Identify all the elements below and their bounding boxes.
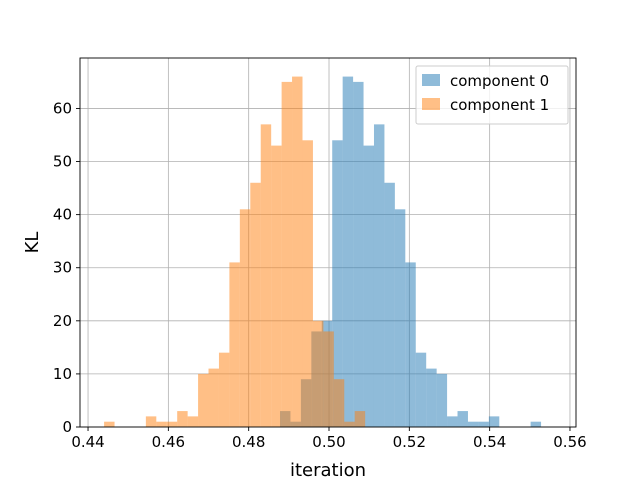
- legend-entry: component 0: [450, 72, 549, 90]
- y-tick-label: 30: [53, 259, 72, 277]
- y-tick-label: 60: [53, 99, 72, 117]
- histogram-bar-series-0: [530, 421, 542, 427]
- histogram-bar-series-1: [166, 421, 178, 427]
- x-tick-label: 0.44: [71, 433, 104, 451]
- x-tick-label: 0.52: [393, 433, 426, 451]
- y-tick-label: 40: [53, 206, 72, 224]
- histogram-bar-series-0: [415, 352, 427, 427]
- bars: [104, 76, 542, 427]
- histogram-bar-series-0: [332, 140, 343, 427]
- y-tick-label: 50: [53, 153, 72, 171]
- histogram-bar-series-1: [187, 416, 199, 427]
- legend-swatch: [422, 74, 440, 86]
- histogram-bar-series-1: [229, 262, 240, 427]
- histogram-bar-series-1: [218, 352, 230, 427]
- y-axis-label: KL: [22, 232, 43, 254]
- y-tick-label: 20: [53, 312, 72, 330]
- histogram-bar-series-0: [478, 421, 489, 427]
- histogram-bar-series-0: [488, 416, 500, 427]
- legend-swatch: [422, 98, 440, 110]
- histogram-bar-series-0: [373, 124, 385, 427]
- histogram-bar-series-0: [457, 411, 468, 427]
- histogram-bar-series-1: [145, 416, 157, 427]
- histogram-bar-series-1: [177, 411, 188, 427]
- histogram-bar-series-0: [467, 421, 479, 427]
- histogram-bar-series-1: [198, 373, 209, 427]
- histogram-bar-series-1: [104, 421, 115, 427]
- histogram-bar-series-1: [323, 331, 334, 427]
- plot-frame: [79, 57, 577, 428]
- histogram-bar-series-1: [302, 140, 313, 427]
- x-tick-label: 0.48: [232, 433, 265, 451]
- histogram-bar-series-1: [333, 379, 345, 427]
- histogram-bar-series-1: [292, 76, 303, 427]
- histogram-bar-series-0: [426, 368, 437, 427]
- histogram-bar-series-1: [344, 421, 355, 427]
- histogram-bar-series-1: [208, 368, 219, 427]
- histogram-bar-series-1: [354, 411, 366, 427]
- histogram-bar-series-0: [363, 145, 374, 427]
- legend: component 0 component 1: [415, 65, 569, 125]
- histogram-bar-series-1: [271, 145, 282, 427]
- histogram-bar-series-0: [447, 416, 458, 427]
- legend-entry: component 1: [450, 96, 549, 114]
- histogram-bar-series-0: [353, 81, 364, 427]
- legend-box: [415, 65, 569, 125]
- y-tick-label: 10: [53, 365, 72, 383]
- histogram-bar-series-1: [260, 124, 272, 427]
- histogram-bar-series-0: [436, 373, 448, 427]
- histogram-bar-series-0: [394, 209, 406, 427]
- histogram-bar-series-0: [384, 182, 395, 427]
- histogram-bar-series-1: [239, 209, 251, 427]
- x-axis-label: iteration: [290, 460, 366, 480]
- x-tick-label: 0.54: [473, 433, 506, 451]
- x-tick-label: 0.56: [553, 433, 586, 451]
- histogram-bar-series-1: [156, 421, 167, 427]
- histogram-bar-series-1: [312, 320, 324, 427]
- histogram-bar-series-0: [342, 76, 354, 427]
- histogram-bar-series-1: [250, 182, 261, 427]
- histogram-bar-series-1: [281, 81, 293, 427]
- histogram-bar-series-0: [405, 262, 416, 427]
- x-tick-label: 0.50: [312, 433, 345, 451]
- y-tick-label: 0: [62, 418, 72, 436]
- x-tick-label: 0.46: [152, 433, 185, 451]
- ticks: 0.44 0.46 0.48 0.50 0.52 0.54 0.56 0 10 20 30 40 50 6…: [53, 99, 587, 451]
